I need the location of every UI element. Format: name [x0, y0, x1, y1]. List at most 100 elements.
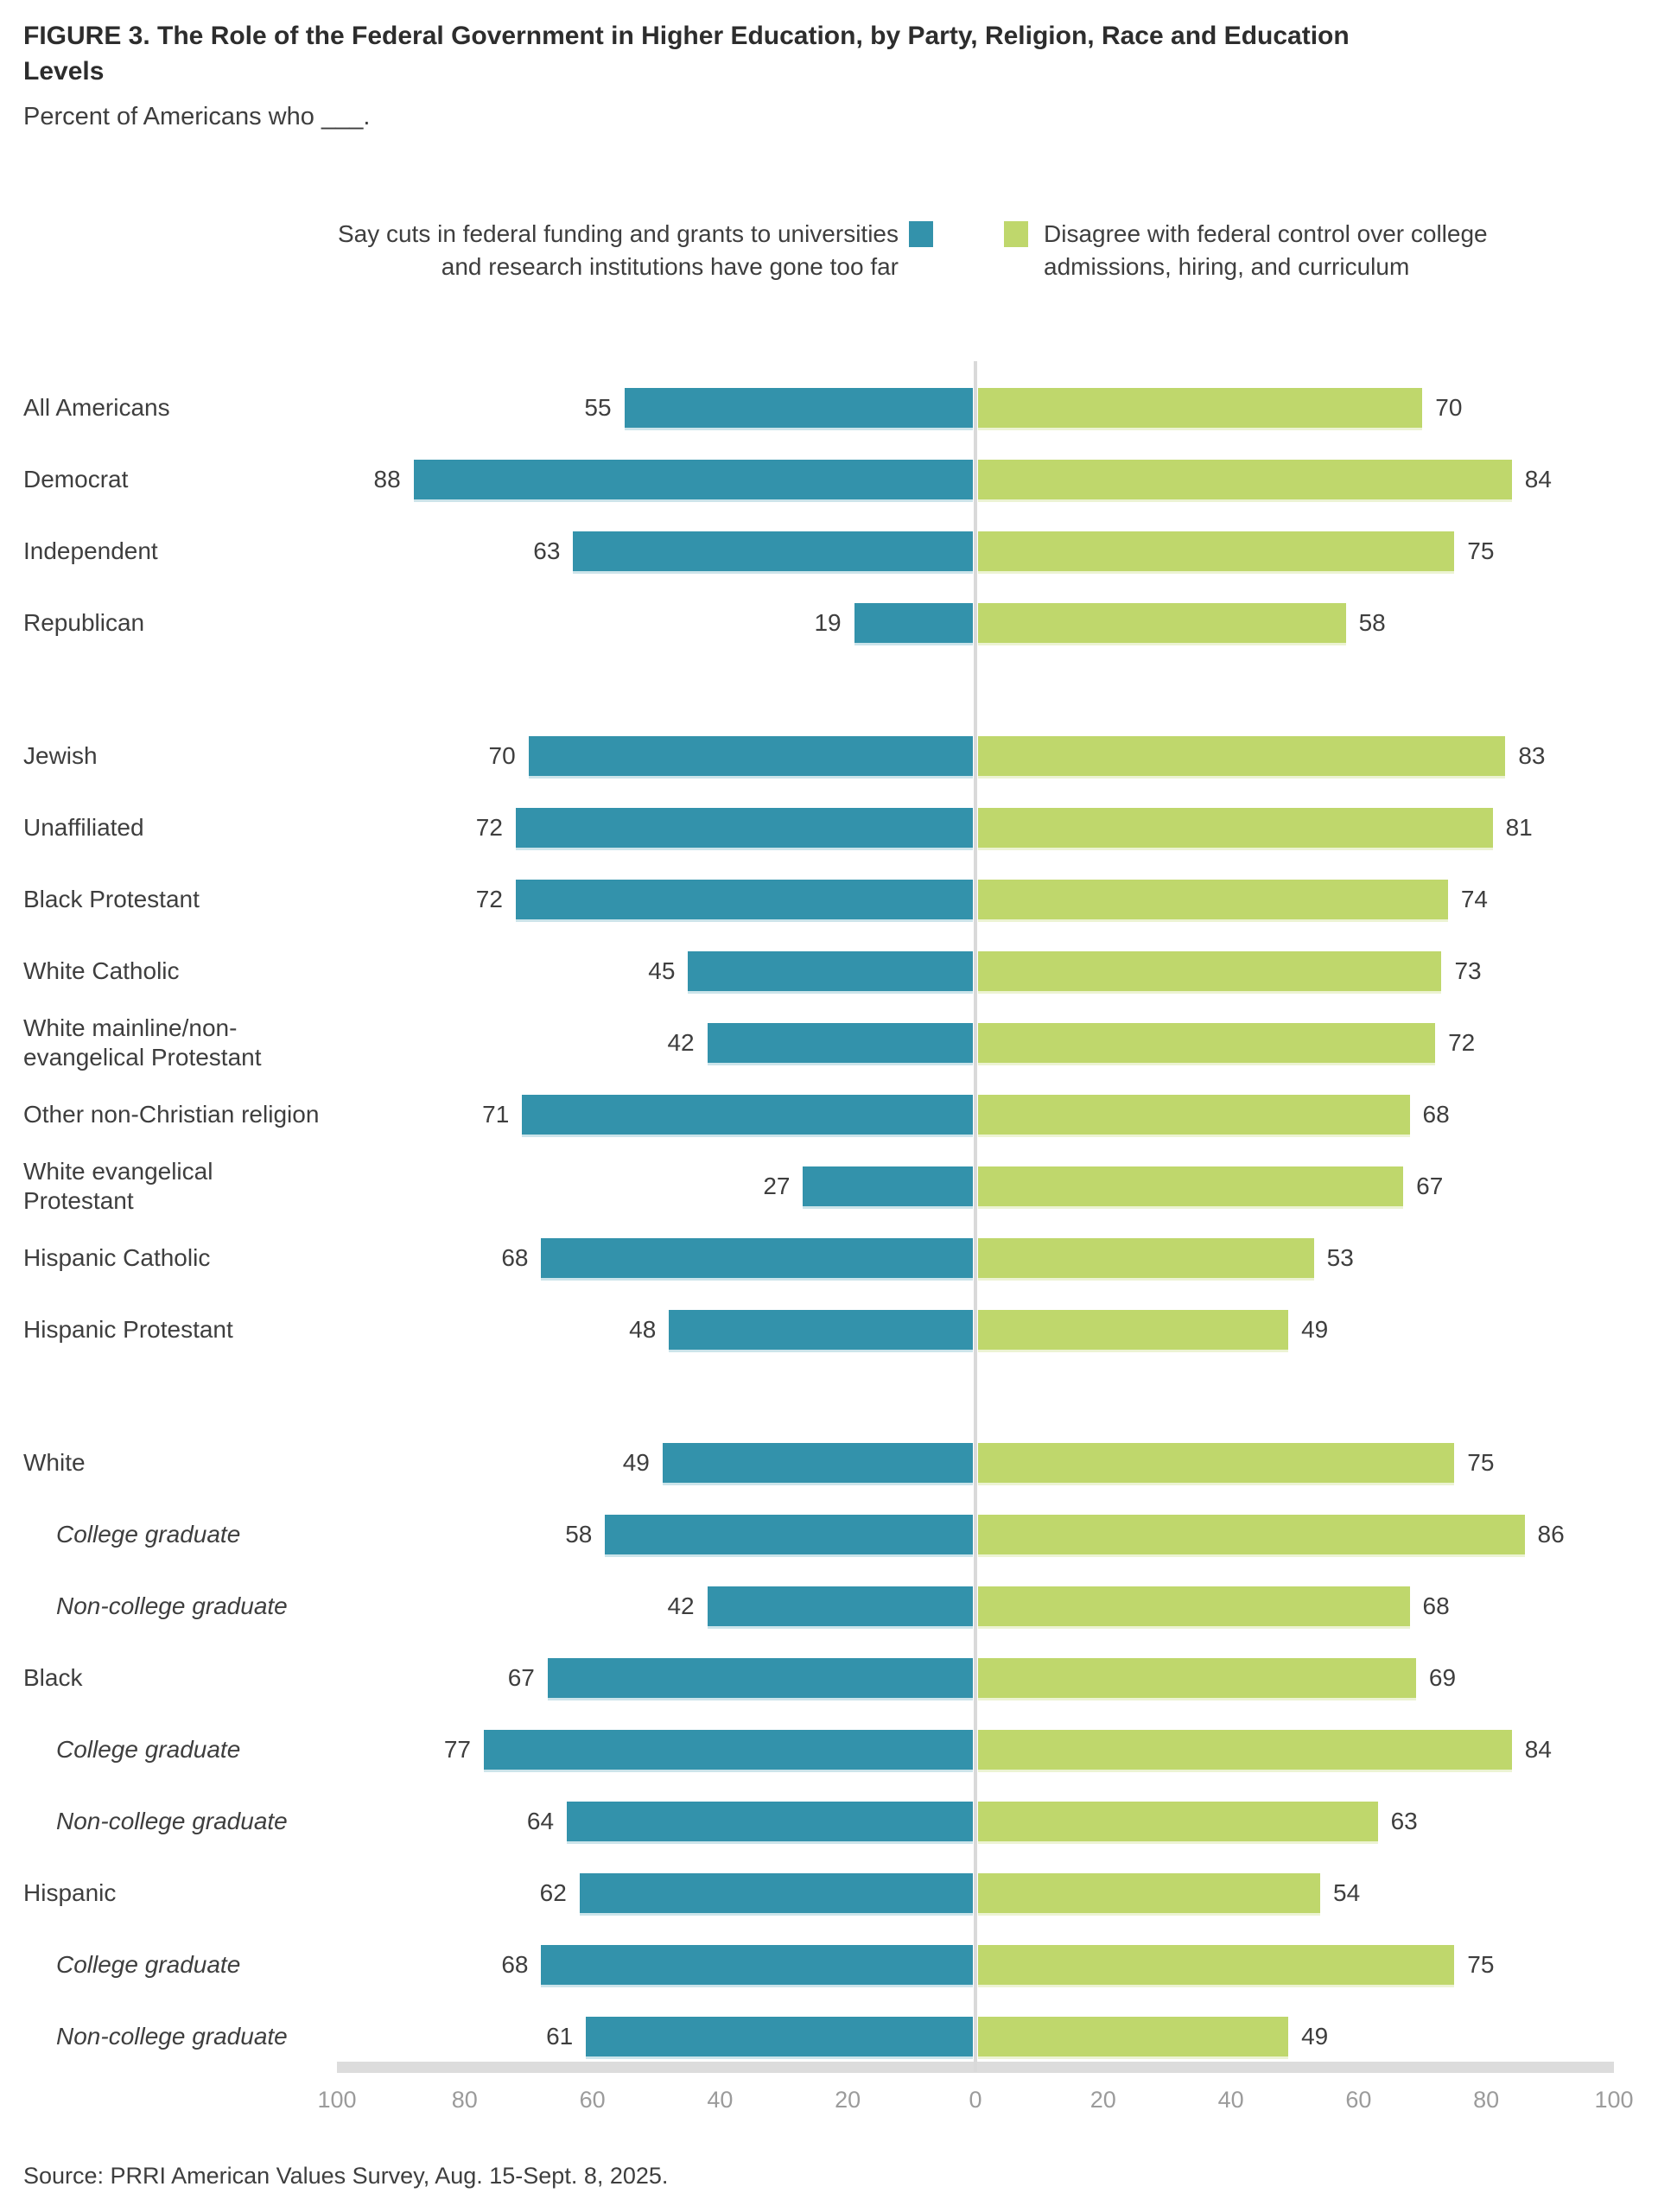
value-label-left: 64	[526, 1807, 555, 1834]
bar-cuts	[515, 807, 973, 848]
row-label: Non-college graduate	[56, 2022, 288, 2050]
value-label-right: 75	[1467, 1448, 1495, 1476]
chart-row: Non-college graduate 61 49	[23, 2000, 1614, 2072]
x-axis-tick-label: 60	[1345, 2087, 1372, 2113]
bar-disagree	[978, 459, 1512, 499]
source-note: Source: PRRI American Values Survey, Aug…	[23, 2163, 669, 2189]
row-label: All Americans	[23, 393, 170, 421]
row-label: Republican	[23, 608, 145, 636]
row-plot: 61 49	[337, 2000, 1614, 2072]
row-label: Black	[23, 1663, 83, 1691]
x-axis-tick-label: 100	[317, 2087, 357, 2113]
bar-disagree	[978, 1309, 1289, 1350]
value-label-left: 68	[501, 1950, 529, 1978]
x-axis-tick-label: 0	[969, 2087, 982, 2113]
value-label-left: 48	[629, 1315, 657, 1343]
bar-cuts	[662, 1442, 973, 1483]
row-label: College graduate	[56, 1520, 241, 1548]
bar-disagree	[978, 1586, 1410, 1626]
row-plot: 67 69	[337, 1642, 1614, 1713]
bar-disagree	[978, 2016, 1289, 2056]
row-plot: 49 75	[337, 1427, 1614, 1498]
value-label-right: 58	[1358, 608, 1386, 636]
header: FIGURE 3. The Role of the Federal Govern…	[0, 0, 1658, 131]
value-label-left: 42	[667, 1028, 695, 1056]
bar-cuts	[547, 1657, 973, 1698]
legend-swatch-cuts-icon	[909, 221, 933, 247]
row-label: College graduate	[56, 1735, 241, 1763]
bar-disagree	[978, 735, 1506, 776]
value-label-left: 19	[814, 608, 842, 636]
x-axis-tick-label: 80	[1473, 2087, 1500, 2113]
bar-cuts	[522, 1094, 973, 1135]
bar-disagree	[978, 1514, 1525, 1554]
row-label: White mainline/non-evangelical Protestan…	[23, 1014, 262, 1071]
value-label-left: 63	[533, 537, 561, 564]
bar-disagree	[978, 950, 1442, 991]
bar-disagree	[978, 1166, 1404, 1206]
value-label-right: 81	[1505, 813, 1533, 841]
value-label-left: 72	[475, 813, 503, 841]
x-axis-tick-label: 20	[1089, 2087, 1116, 2113]
row-plot: 68 53	[337, 1222, 1614, 1294]
bar-disagree	[978, 1944, 1455, 1985]
bar-disagree	[978, 1237, 1314, 1278]
figure-title: FIGURE 3. The Role of the Federal Govern…	[23, 22, 1350, 86]
value-label-left: 72	[475, 885, 503, 912]
bar-cuts	[707, 1022, 973, 1063]
value-label-left: 27	[763, 1172, 791, 1199]
row-plot: 77 84	[337, 1713, 1614, 1785]
chart-row: Black Protestant 72 74	[23, 863, 1614, 935]
value-label-right: 73	[1454, 957, 1482, 984]
x-axis-ticks: 100 80 60 40 20 0 20 40 60 80 100	[317, 2082, 1633, 2118]
row-label: White Catholic	[23, 957, 180, 984]
bar-cuts	[586, 2016, 973, 2056]
chart-row: Hispanic 62 54	[23, 1857, 1614, 1929]
row-label: Independent	[23, 537, 158, 564]
value-label-left: 45	[648, 957, 676, 984]
value-label-right: 67	[1416, 1172, 1444, 1199]
bar-disagree	[978, 531, 1455, 571]
figure-subtitle: Percent of Americans who ___.	[23, 103, 371, 130]
x-axis-tick-label: 40	[707, 2087, 734, 2113]
chart-row: All Americans 55 70	[23, 372, 1614, 443]
bar-cuts	[413, 459, 973, 499]
value-label-right: 83	[1518, 741, 1546, 769]
chart-row: White evangelical Protestant 27 67	[23, 1150, 1614, 1222]
chart-row: White mainline/non-evangelical Protestan…	[23, 1007, 1614, 1078]
row-plot: 72 81	[337, 791, 1614, 863]
chart-row: College graduate 77 84	[23, 1713, 1614, 1785]
row-label: Non-college graduate	[56, 1807, 288, 1834]
row-plot: 63 75	[337, 515, 1614, 587]
row-label: College graduate	[56, 1950, 241, 1978]
bar-cuts	[567, 1801, 973, 1841]
chart-row: Other non-Christian religion 71 68	[23, 1078, 1614, 1150]
x-axis-tick-label: 20	[835, 2087, 861, 2113]
row-plot: 71 68	[337, 1078, 1614, 1150]
bar-cuts	[707, 1586, 973, 1626]
row-plot: 68 75	[337, 1929, 1614, 2000]
row-plot: 27 67	[337, 1150, 1614, 1222]
chart-row: Democrat 88 84	[23, 443, 1614, 515]
value-label-right: 84	[1524, 465, 1552, 493]
row-label: White evangelical Protestant	[23, 1158, 213, 1214]
value-label-left: 62	[539, 1878, 567, 1906]
value-label-left: 71	[482, 1100, 510, 1128]
value-label-right: 69	[1428, 1663, 1457, 1691]
value-label-left: 55	[584, 393, 612, 421]
bar-cuts	[573, 531, 973, 571]
row-plot: 55 70	[337, 372, 1614, 443]
row-label: Democrat	[23, 465, 129, 493]
chart-row: Republican 19 58	[23, 587, 1614, 658]
value-label-left: 42	[667, 1592, 695, 1619]
chart-row: Black 67 69	[23, 1642, 1614, 1713]
bar-disagree	[978, 1022, 1436, 1063]
bar-disagree	[978, 1442, 1455, 1483]
x-axis-tick-label: 100	[1594, 2087, 1634, 2113]
legend: Say cuts in federal funding and grants t…	[0, 218, 1658, 330]
bar-cuts	[541, 1944, 973, 1985]
value-label-right: 70	[1435, 393, 1463, 421]
bar-cuts	[515, 879, 973, 919]
bar-cuts	[803, 1166, 973, 1206]
row-label: White	[23, 1448, 86, 1476]
